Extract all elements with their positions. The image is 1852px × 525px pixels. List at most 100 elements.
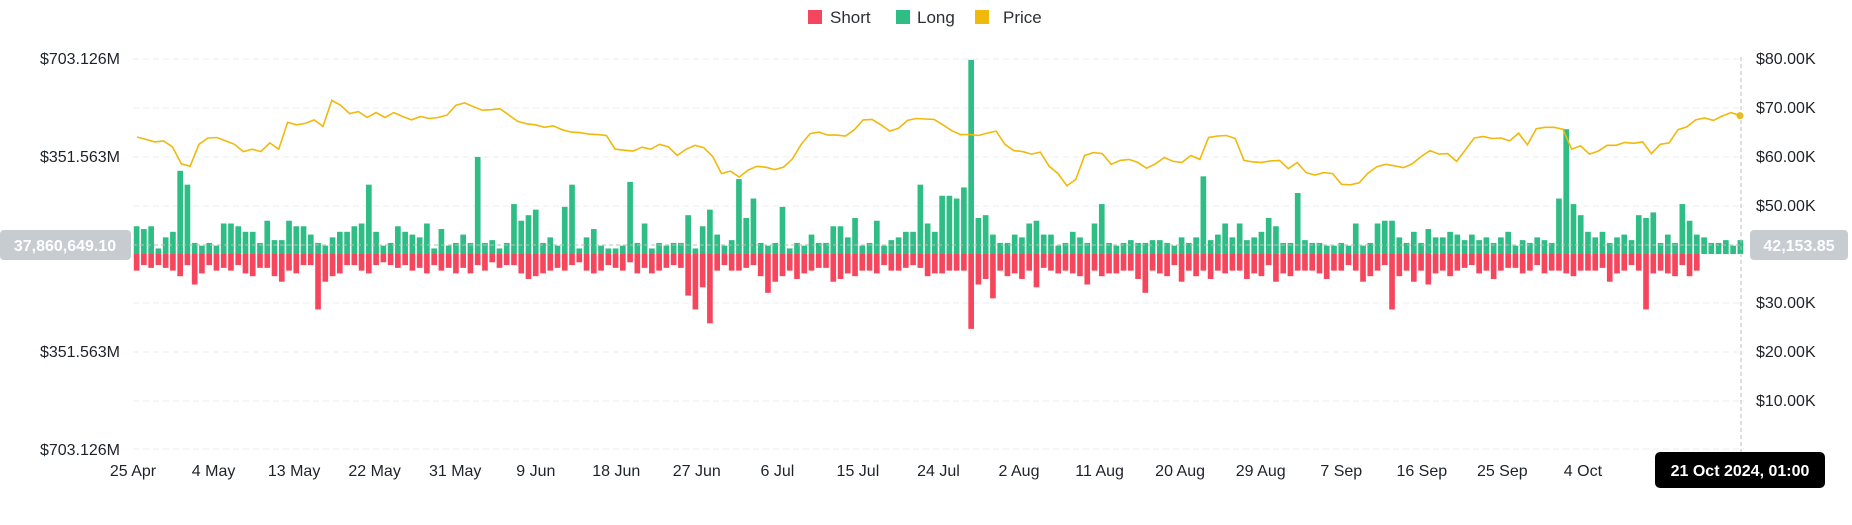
short-bar[interactable] [547,254,554,271]
short-bar[interactable] [1062,254,1069,271]
long-bar[interactable] [1577,215,1584,254]
short-bar[interactable] [503,254,510,266]
long-bar[interactable] [1055,245,1062,254]
short-bar[interactable] [990,254,996,299]
short-bar[interactable] [1650,254,1657,274]
short-bar[interactable] [699,254,706,288]
short-bar[interactable] [358,254,365,271]
short-bar[interactable] [903,254,909,268]
short-bar[interactable] [1389,254,1395,310]
short-bar[interactable] [1287,254,1294,277]
long-bar[interactable] [932,231,938,254]
short-bar[interactable] [191,254,198,285]
long-bar[interactable] [307,234,314,254]
short-bar[interactable] [1302,254,1308,271]
short-bar[interactable] [511,254,517,266]
short-bar[interactable] [540,254,546,274]
long-bar[interactable] [1730,245,1736,254]
long-bar[interactable] [1396,237,1403,254]
long-bar[interactable] [1091,223,1098,254]
long-bar[interactable] [1040,234,1047,254]
long-bar[interactable] [242,231,249,254]
short-bar[interactable] [881,254,887,266]
long-bar[interactable] [257,242,263,254]
long-bar[interactable] [1519,240,1526,254]
short-bar[interactable] [1425,254,1432,285]
long-bar[interactable] [1287,242,1294,254]
long-bar[interactable] [1331,245,1337,254]
short-bar[interactable] [1084,254,1091,285]
short-bar[interactable] [728,254,735,271]
short-bar[interactable] [467,254,474,274]
long-bar[interactable] [721,245,728,254]
short-bar[interactable] [1040,254,1047,268]
short-bar[interactable] [474,254,481,266]
short-bar[interactable] [416,254,423,268]
short-bar[interactable] [779,254,786,277]
short-bar[interactable] [663,254,670,268]
long-bar[interactable] [1664,234,1671,254]
short-bar[interactable] [1135,254,1141,279]
long-bar[interactable] [1512,245,1519,254]
long-bar[interactable] [206,242,213,254]
short-bar[interactable] [460,254,467,268]
short-bar[interactable] [482,254,488,271]
long-bar[interactable] [1643,217,1649,254]
long-bar[interactable] [1280,242,1287,254]
long-bar[interactable] [424,223,430,254]
long-bar[interactable] [590,229,597,254]
long-bar[interactable] [1498,237,1504,254]
short-bar[interactable] [1686,254,1693,277]
long-bar[interactable] [961,187,967,254]
short-bar[interactable] [772,254,779,282]
long-bar[interactable] [728,240,735,254]
short-bar[interactable] [917,254,924,268]
short-bar[interactable] [271,254,278,277]
long-bar[interactable] [336,231,343,254]
short-bar[interactable] [366,254,372,274]
long-bar[interactable] [1686,220,1693,254]
long-bar[interactable] [707,209,713,254]
short-bar[interactable] [598,254,604,271]
short-bar[interactable] [1454,254,1461,271]
short-bar[interactable] [315,254,321,310]
long-bar[interactable] [1062,242,1069,254]
short-bar[interactable] [670,254,677,266]
short-bar[interactable] [656,254,662,271]
short-bar[interactable] [873,254,880,274]
long-bar[interactable] [1077,237,1083,254]
short-bar[interactable] [162,254,169,268]
short-bar[interactable] [1069,254,1076,274]
long-bar[interactable] [540,242,546,254]
long-bar[interactable] [213,245,220,254]
long-bar[interactable] [1113,245,1120,254]
long-bar[interactable] [1316,242,1323,254]
long-bar[interactable] [1098,204,1105,254]
short-bar[interactable] [1142,254,1149,293]
short-bar[interactable] [1244,254,1250,279]
short-bar[interactable] [1200,254,1207,271]
short-bar[interactable] [206,254,213,266]
short-bar[interactable] [837,254,844,279]
short-bar[interactable] [1251,254,1257,274]
short-bar[interactable] [743,254,750,268]
long-bar[interactable] [1563,129,1570,254]
short-bar[interactable] [257,254,263,268]
short-bar[interactable] [1193,254,1199,277]
long-bar[interactable] [1556,198,1562,254]
short-bar[interactable] [286,254,292,271]
long-bar[interactable] [264,220,271,254]
short-bar[interactable] [489,254,496,263]
short-bar[interactable] [380,254,387,263]
short-bar[interactable] [750,254,757,266]
long-bar[interactable] [888,240,895,254]
long-bar[interactable] [474,156,481,254]
short-bar[interactable] [975,254,982,285]
long-bar[interactable] [1193,237,1199,254]
long-bar[interactable] [1490,242,1497,254]
short-bar[interactable] [1614,254,1620,274]
short-bar[interactable] [736,254,742,271]
short-bar[interactable] [968,254,974,329]
long-bar[interactable] [1244,240,1250,254]
short-bar[interactable] [1178,254,1185,282]
